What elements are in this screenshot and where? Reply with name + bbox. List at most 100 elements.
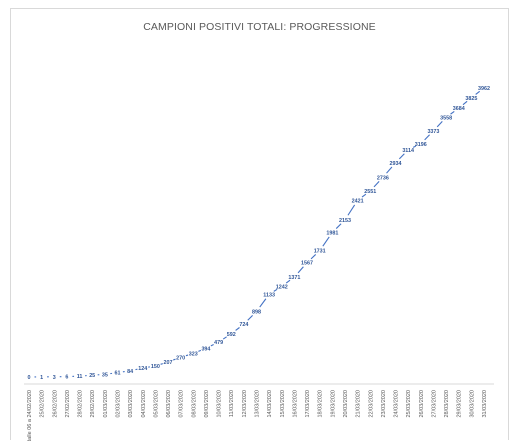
x-tick-label: 23/03/2020 <box>381 390 387 418</box>
data-label: 35 <box>102 372 108 378</box>
data-label: 1981 <box>326 230 338 236</box>
series-line-segment <box>285 279 291 284</box>
data-label: 3825 <box>465 96 477 102</box>
x-tick-label: 12/03/2020 <box>242 390 248 418</box>
x-tick-label: 04/03/2020 <box>141 390 147 418</box>
data-label: 3114 <box>402 148 414 154</box>
x-tick-label: 13/03/2020 <box>255 390 261 418</box>
series-line-segment <box>475 90 481 95</box>
data-label: 2736 <box>377 175 389 181</box>
series-line-segment <box>335 223 342 229</box>
x-tick-label: 25/02/2020 <box>40 390 46 418</box>
data-label: 724 <box>239 322 248 328</box>
data-label: 61 <box>114 371 120 377</box>
x-tick-label: 30/03/2020 <box>469 390 475 418</box>
x-tick-label: 14/03/2020 <box>267 390 273 418</box>
data-label: 898 <box>252 309 261 315</box>
x-tick-label: 27/03/2020 <box>431 390 437 418</box>
x-tick-label: 20/03/2020 <box>343 390 349 418</box>
x-tick-label: 28/02/2020 <box>78 390 84 418</box>
x-tick-label: 03/03/2020 <box>128 390 134 418</box>
series-line-segment <box>185 354 189 357</box>
chart-area <box>10 8 509 440</box>
series-line-segment <box>247 314 254 321</box>
x-tick-label: 28/03/2020 <box>444 390 450 418</box>
x-tick-label: 02/03/2020 <box>115 390 121 418</box>
data-label: 2421 <box>352 198 364 204</box>
series-line-segment <box>259 298 267 308</box>
x-tick-label: 29/03/2020 <box>457 390 463 418</box>
series-line-segment <box>424 134 430 141</box>
series-line-segment <box>450 110 455 115</box>
data-label: 394 <box>201 346 210 352</box>
series-line-segment <box>398 153 405 160</box>
chart-title: CAMPIONI POSITIVI TOTALI: PROGRESSIONE <box>143 21 376 33</box>
data-label: 1567 <box>301 261 313 267</box>
data-label: 270 <box>176 355 185 361</box>
x-tick-labels: dalle 06 a 24/02/2020 25/02/2020 26/02/202… <box>27 390 488 441</box>
series-line-segment <box>462 100 468 106</box>
series-line-segment <box>436 120 443 128</box>
data-label: 3684 <box>453 106 465 112</box>
x-tick-label: 24/03/2020 <box>394 390 400 418</box>
data-label: 1242 <box>276 284 288 290</box>
data-label: 3558 <box>440 115 452 121</box>
x-tick-label: 22/03/2020 <box>368 390 374 418</box>
data-label: 0 <box>28 375 31 381</box>
data-label: 2551 <box>364 189 376 195</box>
x-tick-label: 15/03/2020 <box>280 390 286 418</box>
data-label: 124 <box>138 366 147 372</box>
data-label: 1133 <box>263 292 275 298</box>
data-label: 150 <box>151 364 160 370</box>
x-tick-label: 26/03/2020 <box>419 390 425 418</box>
series-line-segment <box>373 180 380 188</box>
x-tick-label: dalle 06 a 24/02/2020 <box>27 390 33 441</box>
data-label: 6 <box>65 375 68 381</box>
x-tick-label: 06/03/2020 <box>166 390 172 418</box>
x-tick-label: 19/03/2020 <box>330 390 336 418</box>
x-tick-label: 26/02/2020 <box>52 390 58 418</box>
data-label: 25 <box>89 373 95 379</box>
x-tick-label: 27/02/2020 <box>65 390 71 418</box>
x-tick-label: 31/03/2020 <box>482 390 488 418</box>
x-tick-label: 25/03/2020 <box>406 390 412 418</box>
data-label: 3196 <box>415 142 427 148</box>
series-line-segment <box>361 193 367 198</box>
data-label: 1731 <box>314 249 326 255</box>
x-tick-label: 16/03/2020 <box>292 390 298 418</box>
series-line-segment <box>386 166 393 174</box>
series-line-segment <box>173 358 176 361</box>
series-line-segment <box>198 349 202 352</box>
data-label: 1371 <box>288 275 300 281</box>
x-tick-label: 07/03/2020 <box>179 390 185 418</box>
data-label: 3373 <box>427 129 439 135</box>
x-tick-label: 11/03/2020 <box>229 390 235 417</box>
series-line-segment <box>210 343 214 347</box>
data-label: 592 <box>227 332 236 338</box>
data-label: 479 <box>214 340 223 346</box>
x-tick-label: 29/02/2020 <box>90 390 96 418</box>
x-tick-label: 10/03/2020 <box>217 390 223 418</box>
series-line-segment <box>347 204 356 216</box>
x-tick-label: 01/03/2020 <box>103 390 109 418</box>
data-label: 11 <box>77 374 83 380</box>
data-label: 84 <box>127 369 133 375</box>
x-tick-label: 17/03/2020 <box>305 390 311 418</box>
series-line-segment <box>297 266 304 274</box>
series-line-segment <box>310 254 317 260</box>
data-label: 3 <box>53 375 56 381</box>
data-label: 3962 <box>478 86 490 92</box>
series-line-segment <box>235 327 240 331</box>
series-line-segment <box>222 336 227 340</box>
data-label: 207 <box>164 360 173 366</box>
x-tick-label: 05/03/2020 <box>153 390 159 418</box>
data-label: 2153 <box>339 218 351 224</box>
data-label: 1 <box>40 375 43 381</box>
x-tick-label: 18/03/2020 <box>318 390 324 418</box>
series-line-segment <box>160 363 163 365</box>
data-label: 2934 <box>390 161 402 167</box>
x-tick-label: 08/03/2020 <box>191 390 197 418</box>
data-label: 323 <box>189 351 198 357</box>
